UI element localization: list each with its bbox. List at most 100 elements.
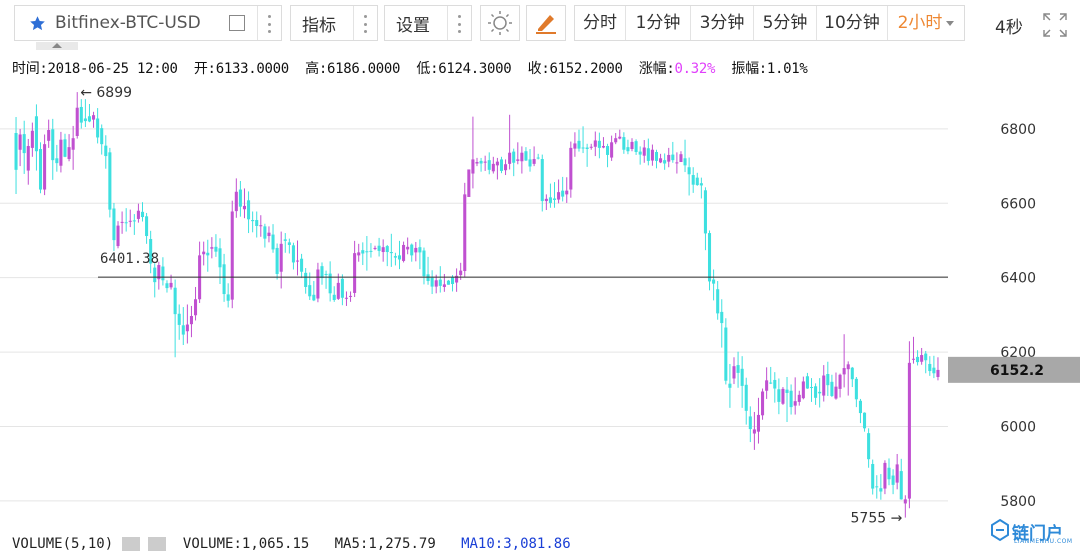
indicators-button[interactable]: 指标	[290, 5, 378, 41]
indicators-more-icon[interactable]	[363, 15, 367, 33]
candle-body	[565, 190, 569, 195]
candle-body	[924, 353, 928, 361]
divider	[690, 6, 691, 40]
timeframe-tab-2h[interactable]: 2小时	[888, 6, 964, 40]
candle-body	[854, 378, 858, 400]
price-tick-label: 5800	[1000, 494, 1036, 510]
candle-body	[271, 234, 275, 250]
candle-body	[324, 273, 328, 275]
candle-body	[818, 391, 822, 394]
fullscreen-icon[interactable]	[1040, 10, 1070, 40]
info-close: 收:6152.2000	[527, 61, 623, 77]
close-icon[interactable]	[148, 537, 167, 551]
candle-body	[499, 159, 504, 171]
candle-body	[344, 297, 348, 299]
candle-body	[601, 146, 605, 148]
candle-body	[756, 414, 761, 432]
candle-body	[397, 255, 402, 260]
gear-icon[interactable]	[121, 537, 140, 551]
candle-body	[932, 367, 936, 374]
candle-info-bar: 时间:2018-06-25 12:00 开:6133.0000 高:6186.0…	[12, 58, 808, 78]
candle-body	[765, 380, 769, 391]
candle-body	[471, 159, 475, 174]
timeframe-tab-1m[interactable]: 1分钟	[635, 13, 681, 33]
candle-body	[430, 277, 434, 287]
info-change-label: 涨幅:	[638, 61, 675, 77]
candle-body	[569, 147, 573, 190]
star-icon[interactable]	[29, 15, 46, 32]
candle-body	[446, 280, 450, 285]
candle-body	[903, 499, 907, 504]
timeframe-tab-5m[interactable]: 5分钟	[762, 13, 808, 33]
candle-body	[748, 416, 752, 430]
candle-body	[120, 221, 124, 223]
draw-tool-button[interactable]	[526, 5, 566, 41]
candle-body	[320, 266, 324, 279]
candle-body	[895, 464, 899, 483]
candle-body	[92, 115, 96, 120]
candle-body	[724, 327, 728, 381]
candle-body	[30, 130, 34, 148]
candles	[14, 92, 940, 518]
candle-body	[238, 189, 242, 207]
candle-body	[871, 464, 875, 489]
candle-body	[552, 198, 557, 200]
candle-body	[263, 226, 267, 239]
candle-body	[858, 400, 862, 414]
candle-body	[96, 118, 100, 138]
price-tick-label: 6400	[1000, 271, 1036, 287]
candle-body	[79, 106, 83, 123]
candle-body	[785, 389, 789, 393]
refresh-interval[interactable]: 4秒	[995, 18, 1023, 38]
theme-toggle-button[interactable]	[480, 5, 520, 41]
candle-body	[104, 145, 108, 157]
candle-body	[336, 282, 340, 299]
settings-button[interactable]: 设置	[384, 5, 472, 41]
timeframe-tab-10m[interactable]: 10分钟	[824, 13, 880, 33]
candle-body	[87, 116, 91, 122]
candle-body	[797, 394, 801, 402]
candle-body	[679, 154, 683, 163]
collapse-tab[interactable]	[36, 42, 78, 50]
candle-body	[504, 164, 508, 171]
candle-body	[267, 232, 271, 237]
timeframe-tab-tick[interactable]: 分时	[583, 13, 617, 33]
sun-icon	[488, 11, 512, 35]
candle-body	[300, 258, 304, 272]
candle-body	[593, 140, 597, 147]
candle-body	[193, 299, 198, 316]
external-link-icon[interactable]	[229, 15, 245, 31]
min-price-label: 5755 →	[851, 511, 903, 527]
candle-body	[459, 270, 463, 276]
candle-body	[455, 275, 459, 283]
candle-body	[793, 401, 797, 406]
candle-body	[434, 280, 438, 287]
grid-lines	[0, 128, 948, 502]
candle-body	[712, 279, 716, 284]
candle-body	[295, 260, 300, 262]
candle-body	[781, 388, 785, 404]
candle-body	[667, 154, 671, 162]
more-icon[interactable]	[267, 15, 271, 33]
candle-body	[899, 471, 903, 500]
candle-body	[181, 325, 185, 335]
candle-body	[491, 163, 495, 172]
candle-body	[418, 247, 422, 253]
candle-body	[112, 208, 116, 241]
candle-body	[234, 191, 238, 212]
candle-body	[907, 362, 911, 499]
symbol-selector[interactable]: Bitfinex-BTC-USD	[14, 5, 282, 41]
candle-body	[879, 488, 883, 492]
timeframe-tab-3m[interactable]: 3分钟	[699, 13, 745, 33]
candle-body	[687, 167, 691, 175]
candle-body	[654, 151, 659, 161]
info-change-value: 0.32%	[674, 61, 716, 77]
logo-icon	[991, 518, 1009, 542]
settings-more-icon[interactable]	[457, 15, 461, 33]
candle-body	[402, 244, 406, 261]
candle-body	[805, 376, 809, 389]
candle-body	[475, 162, 479, 164]
settings-label: 设置	[396, 15, 430, 36]
candle-body	[369, 250, 373, 252]
